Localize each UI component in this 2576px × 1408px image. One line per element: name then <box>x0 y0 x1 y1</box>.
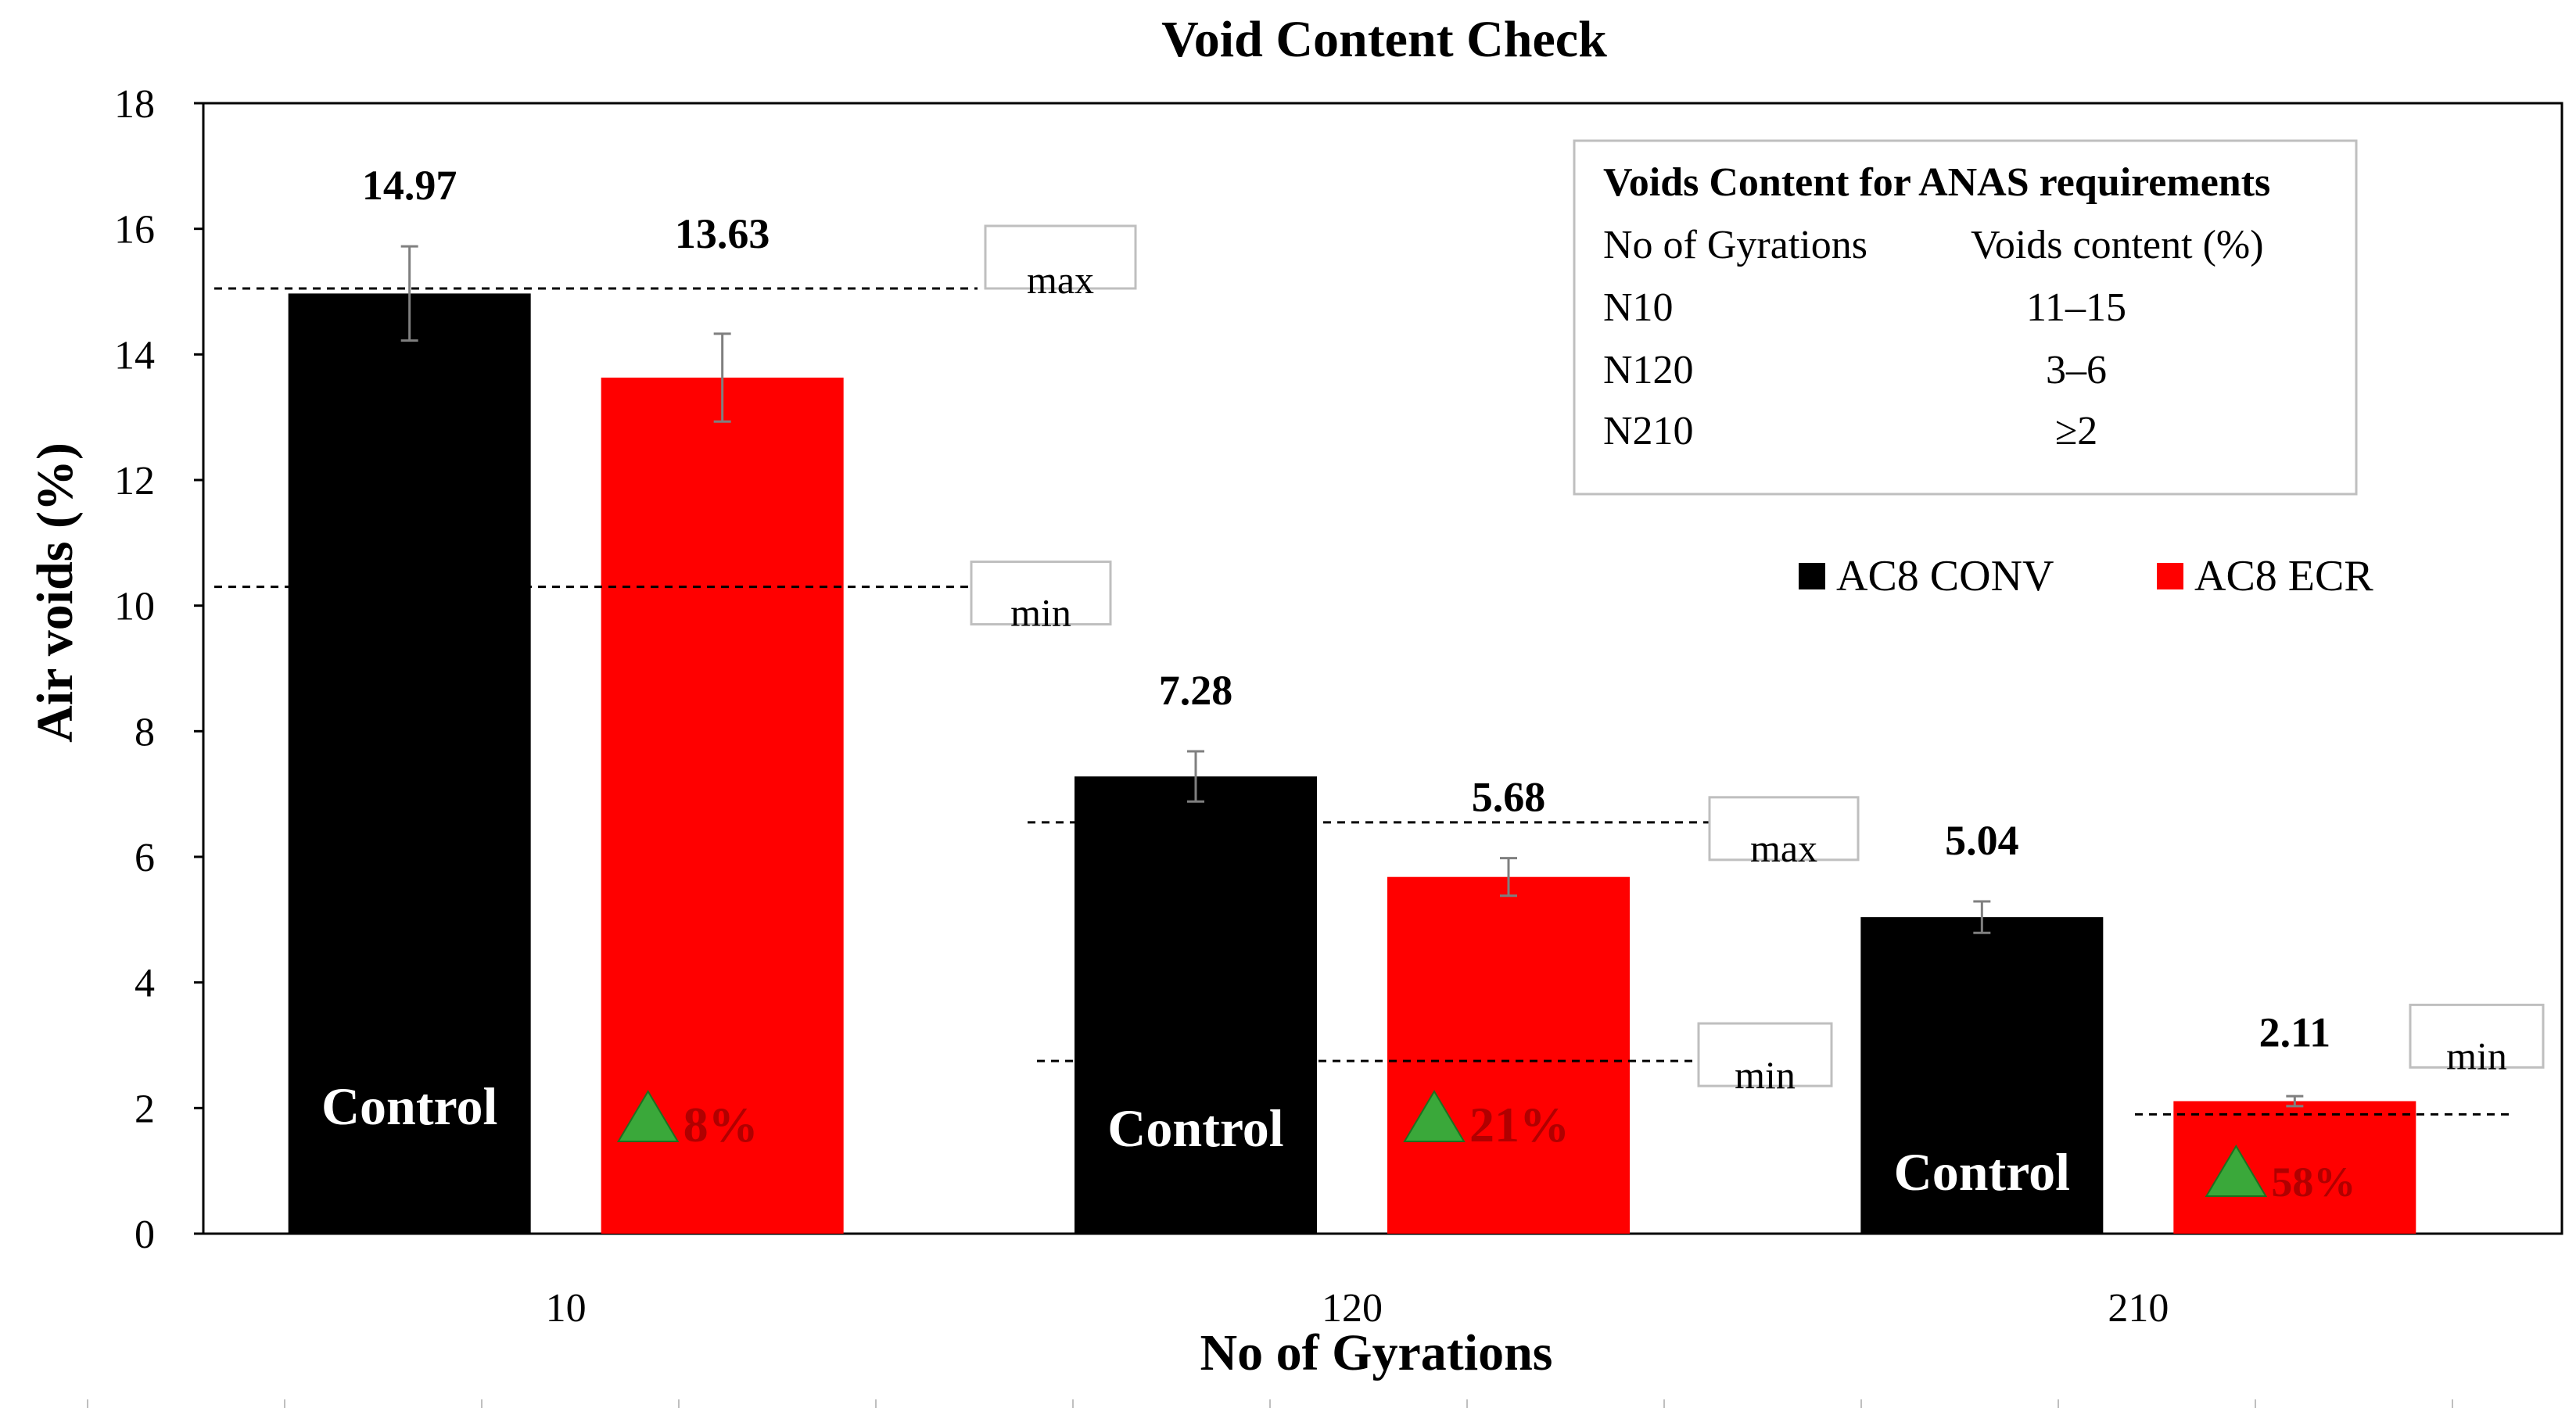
improvement-label: 8% <box>683 1097 759 1152</box>
x-tick-label: 10 <box>546 1286 587 1331</box>
requirements-row-n10-label: N10 <box>1603 285 1674 330</box>
data-label: 13.63 <box>675 210 770 257</box>
y-tick-label: 0 <box>135 1213 155 1257</box>
requirements-header-gyrations: No of Gyrations <box>1603 223 1867 267</box>
improvement-annotation: 8% <box>616 1090 759 1152</box>
legend-label-conv: AC8 CONV <box>1836 552 2054 600</box>
data-label: 5.68 <box>1472 774 1546 821</box>
reference-label-max: max <box>1027 258 1094 302</box>
data-label: 5.04 <box>1945 817 2019 864</box>
requirements-row-n210-value: ≥2 <box>2055 409 2098 453</box>
y-tick-label: 10 <box>114 585 155 629</box>
reference-label-box <box>1697 1022 1833 1087</box>
y-tick-label: 14 <box>114 333 155 378</box>
control-label: Control <box>321 1077 497 1136</box>
improvement-annotation: 58% <box>2205 1145 2355 1206</box>
reference-label-min: min <box>2446 1034 2507 1077</box>
x-tick-label: 210 <box>2108 1286 2169 1331</box>
reference-label-box <box>970 561 1112 626</box>
y-tick-label: 18 <box>114 82 155 127</box>
requirements-table-title: Voids Content for ANAS requirements <box>1603 160 2270 205</box>
data-label: 7.28 <box>1159 667 1233 714</box>
data-label: 14.97 <box>362 162 457 209</box>
bar-ecr-10 <box>601 378 844 1234</box>
requirements-row-n10-value: 11–15 <box>2026 285 2126 330</box>
y-tick-label: 6 <box>135 836 155 880</box>
improvement-annotation: 21% <box>1403 1090 1570 1152</box>
y-tick-label: 4 <box>135 962 155 1006</box>
legend-swatch-ecr <box>2157 563 2183 589</box>
reference-label-min: min <box>1735 1053 1796 1097</box>
bar-conv-120 <box>1075 776 1317 1234</box>
legend-swatch-conv <box>1799 563 1825 589</box>
requirements-table-frame <box>1573 139 2358 496</box>
reference-label-box <box>984 224 1137 290</box>
improvement-label: 21% <box>1469 1097 1570 1152</box>
bar-ecr-210 <box>2173 1101 2416 1234</box>
requirements-row-n210-label: N210 <box>1603 409 1694 453</box>
legend-label-ecr: AC8 ECR <box>2194 552 2373 600</box>
y-axis-label: Air voids (%) <box>27 442 84 743</box>
control-label: Control <box>1107 1098 1283 1158</box>
y-tick-label: 12 <box>114 459 155 503</box>
reference-label-min: min <box>1010 591 1071 635</box>
reference-label-max: max <box>1750 826 1817 870</box>
requirements-row-n120-value: 3–6 <box>2046 348 2107 392</box>
x-tick-label: 120 <box>1322 1286 1383 1331</box>
y-tick-label: 8 <box>135 710 155 754</box>
up-triangle-icon <box>2205 1145 2268 1197</box>
up-triangle-icon <box>616 1090 680 1142</box>
requirements-table: Voids Content for ANAS requirements No o… <box>1573 139 2358 496</box>
plot-area-frame <box>202 102 2563 1235</box>
y-tick-label: 2 <box>135 1087 155 1131</box>
y-tick-label: 16 <box>114 208 155 253</box>
data-label: 2.11 <box>2259 1009 2331 1055</box>
bar-conv-210 <box>1860 917 2104 1234</box>
x-axis-label: No of Gyrations <box>1200 1324 1553 1381</box>
improvement-label: 58% <box>2271 1159 2355 1206</box>
reference-label-box <box>1708 796 1860 862</box>
chart-title: Void Content Check <box>1161 11 1607 68</box>
bar-ecr-120 <box>1387 876 1630 1234</box>
requirements-row-n120-label: N120 <box>1603 348 1694 392</box>
control-label: Control <box>1894 1142 2070 1202</box>
requirements-header-voids: Voids content (%) <box>1971 223 2264 267</box>
up-triangle-icon <box>1403 1090 1466 1142</box>
legend: AC8 CONV AC8 ECR <box>1799 552 2373 600</box>
bar-conv-10 <box>288 293 531 1234</box>
reference-label-box <box>2409 1003 2545 1069</box>
